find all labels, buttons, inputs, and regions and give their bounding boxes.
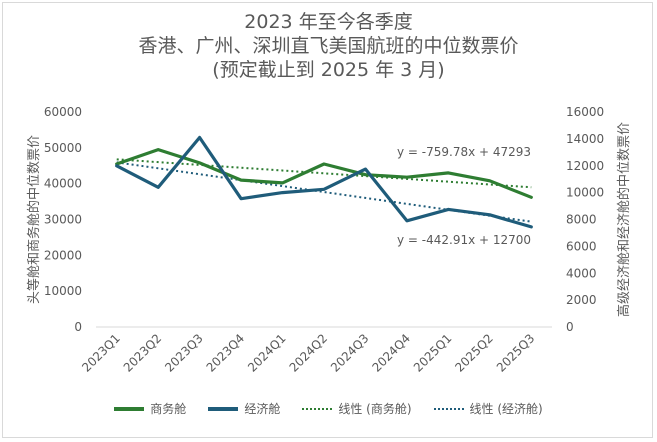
- x-tick-label: 2024Q1: [245, 331, 289, 375]
- x-tick-label: 2025Q3: [494, 331, 538, 375]
- x-tick-label: 2023Q1: [79, 331, 123, 375]
- trend-equation-economy: y = -442.91x + 12700: [397, 233, 531, 247]
- legend-label-business: 商务舱: [150, 402, 187, 416]
- left-tick-label: 10000: [44, 284, 82, 298]
- x-tick-label: 2023Q3: [162, 331, 206, 375]
- right-tick-label: 14000: [566, 132, 604, 146]
- right-tick-label: 0: [566, 320, 574, 334]
- chart-title: 2023 年至今各季度 香港、广州、深圳直飞美国航班的中位数票价 (预定截止到 …: [0, 10, 657, 82]
- trendline-business: [116, 158, 532, 189]
- x-tick-label: 2024Q4: [369, 331, 413, 375]
- left-axis-title: 头等舱和商务舱的中位数票价: [26, 135, 42, 304]
- chart-frame: [2, 2, 653, 438]
- legend-label-economy: 经济舱: [244, 402, 281, 416]
- legend-item-economy: 经济舱: [208, 400, 280, 417]
- legend-swatch-business: [114, 406, 145, 411]
- legend-label-trend-business: 线性 (商务舱): [338, 402, 412, 416]
- legend-item-business: 商务舱: [114, 400, 186, 417]
- title-line-2: 香港、广州、深圳直飞美国航班的中位数票价: [138, 35, 519, 57]
- legend-swatch-trend-economy: [433, 407, 464, 410]
- right-tick-label: 12000: [566, 159, 604, 173]
- legend-swatch-economy: [208, 406, 239, 411]
- right-tick-label: 8000: [566, 213, 597, 227]
- legend-item-trend-business: 线性 (商务舱): [302, 400, 412, 417]
- left-tick-label: 0: [74, 320, 82, 334]
- legend: 商务舱 经济舱 线性 (商务舱) 线性 (经济舱): [0, 400, 657, 417]
- right-tick-label: 4000: [566, 266, 597, 280]
- legend-label-trend-economy: 线性 (经济舱): [469, 402, 543, 416]
- left-tick-label: 60000: [44, 105, 82, 119]
- right-tick-label: 10000: [566, 186, 604, 200]
- left-tick-label: 40000: [44, 177, 82, 191]
- right-axis-title: 高级经济舱和经济舱的中位数票价: [616, 122, 632, 317]
- legend-item-trend-economy: 线性 (经济舱): [433, 400, 543, 417]
- title-line-3: (预定截止到 2025 年 3 月): [212, 59, 445, 81]
- x-tick-label: 2023Q2: [121, 331, 165, 375]
- x-tick-label: 2023Q4: [204, 331, 248, 375]
- legend-swatch-trend-business: [302, 407, 333, 410]
- left-tick-label: 50000: [44, 141, 82, 155]
- right-tick-label: 6000: [566, 239, 597, 253]
- left-tick-label: 20000: [44, 248, 82, 262]
- title-line-1: 2023 年至今各季度: [244, 11, 413, 33]
- x-tick-label: 2025Q1: [411, 331, 455, 375]
- x-tick-label: 2024Q3: [328, 331, 372, 375]
- right-tick-label: 16000: [566, 105, 604, 119]
- x-tick-label: 2024Q2: [287, 331, 331, 375]
- x-tick-label: 2025Q2: [452, 331, 496, 375]
- trend-equation-business: y = -759.78x + 47293: [397, 145, 531, 159]
- right-tick-label: 2000: [566, 293, 597, 307]
- left-tick-label: 30000: [44, 213, 82, 227]
